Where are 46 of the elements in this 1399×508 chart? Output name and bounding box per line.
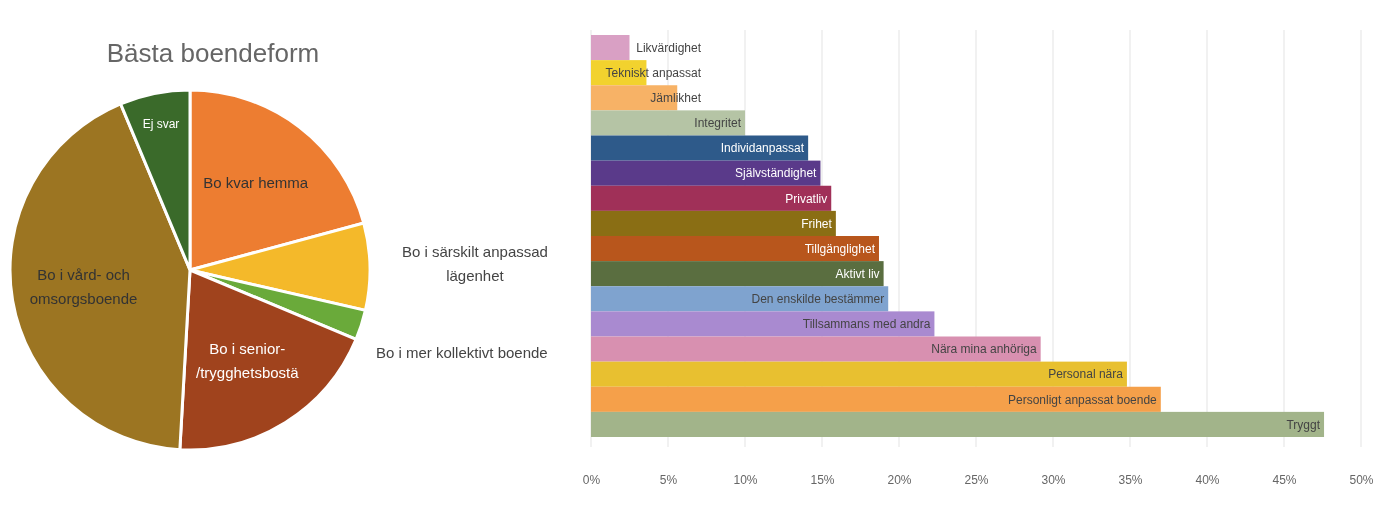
x-tick-label: 20% — [887, 472, 912, 487]
chart-title: Bästa boendeform — [106, 38, 320, 68]
bar — [591, 261, 884, 287]
bar — [591, 236, 879, 262]
category-label: Personal nära — [1048, 367, 1123, 382]
category-label: Tillgänglighet — [804, 241, 875, 256]
slice-label: Bo i senior-/trygghetsbostä — [196, 339, 300, 381]
slice-label: Bo i mer kollektivt boende — [375, 344, 548, 362]
x-tick-label: 15% — [810, 472, 835, 487]
bar — [591, 185, 832, 211]
bar — [591, 311, 935, 337]
category-label: Tillsammans med andra — [802, 317, 931, 332]
x-tick-label: 40% — [1195, 472, 1220, 487]
category-label: Likvärdighet — [636, 40, 701, 55]
category-label: Aktivt liv — [835, 266, 880, 281]
bar — [591, 35, 630, 61]
x-tick-label: 25% — [964, 472, 989, 487]
slice-label: Bo i vård- och omsorgsboende — [29, 266, 138, 308]
bar — [591, 411, 1325, 437]
x-tick-label: 0% — [582, 472, 601, 487]
slice-label: Bo kvar hemma — [203, 174, 309, 192]
category-label: Personligt anpassat boende — [1008, 392, 1157, 407]
bar — [591, 135, 809, 161]
category-label: Självständighet — [735, 166, 817, 181]
category-label: Frihet — [801, 216, 832, 231]
slice-label: Bo i särskilt anpassad lägenhet — [402, 242, 548, 284]
category-label: Tryggt — [1286, 417, 1321, 432]
bar — [591, 110, 745, 136]
bar — [591, 286, 889, 312]
category-label: Nära mina anhöriga — [931, 342, 1037, 357]
x-tick-label: 5% — [659, 472, 678, 487]
bar — [591, 361, 1127, 387]
slice-label: Ej svar — [142, 117, 180, 132]
x-tick-label: 35% — [1118, 472, 1143, 487]
bar — [591, 336, 1041, 362]
bar — [591, 386, 1161, 412]
x-tick-label: 45% — [1272, 472, 1297, 487]
bar — [591, 210, 836, 236]
category-label: Individanpassat — [720, 141, 805, 156]
x-tick-label: 10% — [733, 472, 758, 487]
x-tick-label: 30% — [1041, 472, 1066, 487]
category-label: Den enskilde bestämmer — [751, 292, 885, 307]
x-tick-label: 50% — [1349, 472, 1374, 487]
bar — [591, 160, 821, 186]
category-label: Integritet — [694, 116, 741, 131]
category-label: Privatliv — [785, 191, 828, 206]
